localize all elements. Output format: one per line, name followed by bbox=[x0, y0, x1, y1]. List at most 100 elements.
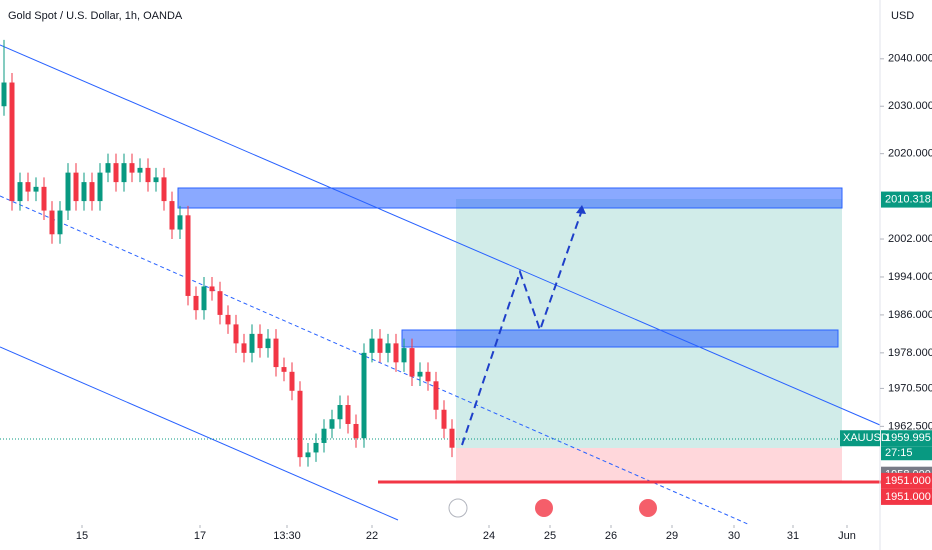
x-tick-label: 22 bbox=[366, 530, 378, 542]
x-tick-label: 15 bbox=[76, 530, 88, 542]
price-label-bg bbox=[881, 430, 932, 447]
countdown-bg bbox=[881, 446, 932, 461]
arrow-head bbox=[576, 205, 586, 214]
candle-body bbox=[177, 215, 183, 230]
candle-body bbox=[33, 186, 39, 192]
candle-body bbox=[161, 177, 167, 202]
candle-body bbox=[417, 371, 423, 377]
candle-body bbox=[313, 442, 319, 453]
candle-body bbox=[305, 452, 311, 458]
event-icon[interactable] bbox=[448, 498, 468, 518]
candle-body bbox=[425, 371, 431, 382]
candle-body bbox=[105, 163, 111, 173]
x-tick-label: 29 bbox=[666, 530, 678, 542]
candle-body bbox=[201, 286, 207, 311]
y-tick-label: 1970.500 bbox=[888, 382, 932, 394]
supply-zone bbox=[401, 329, 839, 348]
candle-body bbox=[81, 182, 87, 202]
candle-body bbox=[377, 338, 383, 353]
x-tick-label: 31 bbox=[787, 530, 799, 542]
price-label-bg bbox=[881, 191, 932, 208]
y-tick-label: 2020.000 bbox=[888, 148, 932, 160]
candle-body bbox=[97, 172, 103, 202]
y-tick-label: 2030.000 bbox=[888, 100, 932, 112]
candle-body bbox=[193, 295, 199, 311]
candle-body bbox=[9, 82, 15, 202]
candle-body bbox=[353, 423, 359, 439]
candle-body bbox=[329, 419, 335, 429]
candle-body bbox=[169, 201, 175, 230]
countdown: 27:15 bbox=[885, 447, 913, 459]
y-tick-label: 1986.000 bbox=[888, 309, 932, 321]
symbol-label: XAUUSD bbox=[843, 432, 889, 444]
y-tick-label: 1978.000 bbox=[888, 347, 932, 359]
price-label-bg bbox=[881, 488, 932, 505]
candle-body bbox=[57, 210, 63, 235]
candle-body bbox=[73, 172, 79, 202]
x-tick-label: 26 bbox=[605, 530, 617, 542]
trend-line bbox=[0, 346, 399, 521]
candle-body bbox=[49, 210, 55, 235]
candle-body bbox=[345, 405, 351, 424]
event-icon[interactable] bbox=[535, 499, 553, 517]
price-label: 1951.000 bbox=[885, 491, 931, 503]
drawings bbox=[0, 44, 932, 526]
candle-body bbox=[233, 324, 239, 344]
candle-body bbox=[385, 343, 391, 353]
candle-body bbox=[361, 352, 367, 439]
x-tick-label: 17 bbox=[194, 530, 206, 542]
candle-body bbox=[337, 405, 343, 420]
candle-body bbox=[153, 177, 159, 183]
candle-body bbox=[113, 163, 119, 183]
candle-body bbox=[449, 428, 455, 448]
candle-body bbox=[17, 182, 23, 202]
candle-body bbox=[393, 343, 399, 363]
candle-body bbox=[433, 381, 439, 410]
supply-zone bbox=[177, 187, 843, 209]
candle-body bbox=[281, 367, 287, 372]
price-label-bg bbox=[881, 472, 932, 489]
y-tick-label: 2002.000 bbox=[888, 233, 932, 245]
candle-body bbox=[257, 333, 263, 349]
candle-body bbox=[441, 409, 447, 429]
candle-body bbox=[401, 348, 407, 363]
candle-body bbox=[145, 167, 151, 183]
y-axis-label: USD bbox=[891, 10, 914, 22]
candle-body bbox=[321, 428, 327, 443]
candle-body bbox=[273, 338, 279, 368]
trend-line bbox=[0, 195, 751, 526]
candle-body bbox=[297, 390, 303, 458]
symbol-bg bbox=[840, 430, 880, 447]
event-icon[interactable] bbox=[639, 499, 657, 517]
candle-body bbox=[249, 333, 255, 353]
price-label: 2010.318 bbox=[885, 193, 931, 205]
candle-body bbox=[209, 286, 215, 292]
y-tick-label: 1994.000 bbox=[888, 271, 932, 283]
x-tick-label: 13:30 bbox=[273, 530, 301, 542]
candle-body bbox=[225, 314, 231, 325]
long-stop-zone bbox=[456, 448, 842, 481]
candle-body bbox=[217, 291, 223, 315]
candle-body bbox=[25, 182, 31, 192]
price-label: 1951.000 bbox=[885, 475, 931, 487]
candle-body bbox=[89, 182, 95, 202]
projection bbox=[461, 209, 583, 446]
x-tick-label: Jun bbox=[838, 530, 856, 542]
chart-title: Gold Spot / U.S. Dollar, 1h, OANDA bbox=[8, 10, 183, 22]
candle-body bbox=[409, 348, 415, 377]
candle-body bbox=[185, 215, 191, 296]
candle-body bbox=[369, 338, 375, 353]
x-tick-label: 25 bbox=[544, 530, 556, 542]
x-tick-label: 24 bbox=[483, 530, 495, 542]
y-tick-label: 2040.000 bbox=[888, 53, 932, 65]
candle-body bbox=[121, 163, 127, 183]
long-target-zone bbox=[456, 199, 842, 448]
candle-body bbox=[241, 343, 247, 353]
trend-line bbox=[0, 44, 881, 426]
candle-body bbox=[1, 82, 7, 107]
price-label: 1959.995 bbox=[885, 432, 931, 444]
candle-body bbox=[65, 172, 71, 211]
candle-body bbox=[137, 167, 143, 173]
candle-body bbox=[265, 338, 271, 349]
